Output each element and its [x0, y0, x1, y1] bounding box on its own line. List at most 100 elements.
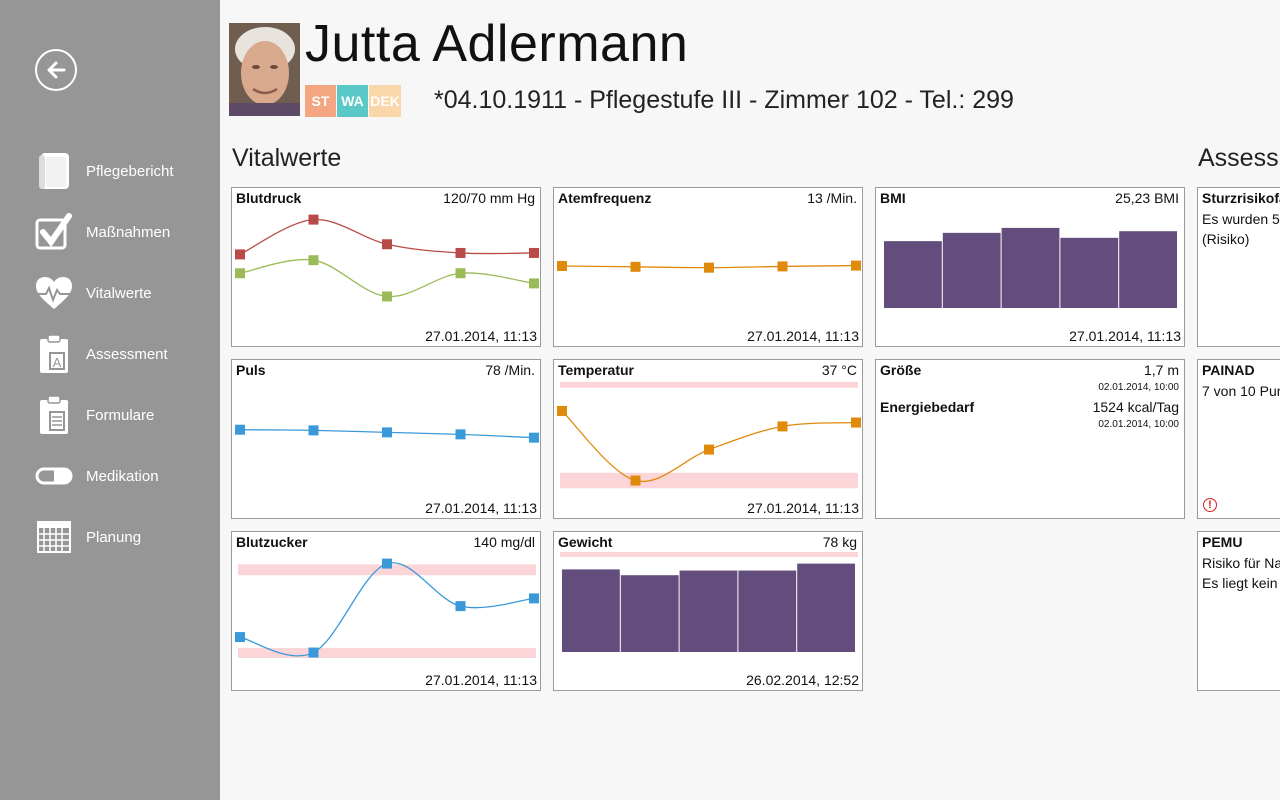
section-title-assessment: Assessment [1198, 144, 1280, 172]
sidebar: Pflegebericht Maßnahmen Vitalwerte A Ass… [0, 0, 220, 800]
tile-name: Atemfrequenz [558, 190, 652, 206]
data-bar [1119, 231, 1177, 308]
data-point [529, 432, 539, 443]
range-band [560, 381, 858, 388]
nav-item-pflegebericht[interactable]: Pflegebericht [34, 145, 220, 197]
patient-info: *04.10.1911 - Pflegestufe III - Zimmer 1… [434, 86, 1014, 114]
assessment-line: Es liegt kein [1202, 575, 1278, 591]
tag-wa[interactable]: WA [337, 85, 368, 117]
nav-label-medikation: Medikation [86, 467, 159, 485]
nav-item-assessment[interactable]: A Assessment [34, 328, 220, 380]
tile-value: 37 °C [821, 362, 857, 378]
data-point [455, 247, 466, 258]
range-band [238, 564, 536, 576]
tile-date: 27.01.2014, 11:13 [425, 328, 537, 344]
clipboard-form-icon [34, 393, 74, 437]
data-bar [1001, 227, 1060, 308]
nav-label-planung: Planung [86, 528, 142, 546]
tile-value: 25,23 BMI [1115, 190, 1179, 206]
data-point [455, 429, 466, 440]
data-point [630, 475, 641, 486]
data-point [382, 291, 392, 302]
nav-label-pflegebericht: Pflegebericht [86, 162, 174, 180]
back-arrow-icon [47, 61, 66, 79]
tile-name: Gewicht [558, 534, 613, 550]
tag-st[interactable]: ST [305, 85, 336, 117]
tag-dek[interactable]: DEK [369, 85, 401, 117]
nav-item-vitalwerte[interactable]: Vitalwerte [34, 267, 220, 319]
energie-date: 02.01.2014, 10:00 [1098, 419, 1179, 430]
data-bar [797, 563, 855, 652]
tile-puls[interactable]: Puls 78 /Min. 27.01.2014, 11:13 [231, 359, 541, 519]
tile-gewicht[interactable]: Gewicht 78 kg 26.02.2014, 12:52 [553, 531, 863, 691]
pill-icon [34, 454, 74, 498]
tile-date: 27.01.2014, 11:13 [425, 672, 537, 688]
tile-value: 120/70 mm Hg [443, 190, 535, 206]
chart-blutzucker [235, 558, 539, 658]
tile-value: 78 /Min. [485, 362, 535, 378]
assessment-line: 7 von 10 Pun [1202, 383, 1280, 399]
svg-text:A: A [53, 355, 62, 370]
tag-st-label: ST [311, 93, 330, 109]
data-point [235, 268, 245, 279]
calendar-icon [34, 515, 74, 559]
assessment-tile-painad[interactable]: PAINAD 7 von 10 Pun ! [1197, 359, 1280, 519]
nav-item-formulare[interactable]: Formulare [34, 389, 220, 441]
tag-dek-label: DEK [370, 93, 400, 109]
data-point [704, 262, 714, 273]
data-point [529, 593, 539, 604]
tile-value: 13 /Min. [807, 190, 857, 206]
assessment-text: Es wurden 5 (Risiko) [1202, 209, 1280, 249]
patient-avatar [229, 23, 300, 116]
tag-wa-label: WA [341, 93, 364, 109]
tile-groesse-energie[interactable]: Größe 1,7 m 02.01.2014, 10:00 Energiebed… [875, 359, 1185, 519]
data-point [630, 261, 641, 272]
chart-bmi [884, 227, 1177, 308]
data-bar [884, 241, 942, 308]
tile-bmi[interactable]: BMI 25,23 BMI 27.01.2014, 11:13 [875, 187, 1185, 347]
chart-atemfrequenz [557, 260, 861, 273]
series-line [239, 562, 535, 657]
nav-label-formulare: Formulare [86, 406, 155, 424]
tile-name: BMI [880, 190, 906, 206]
data-point [529, 278, 539, 289]
chart-gewicht [560, 552, 858, 652]
tile-atemfrequenz[interactable]: Atemfrequenz 13 /Min. 27.01.2014, 11:13 [553, 187, 863, 347]
tile-temperatur[interactable]: Temperatur 37 °C 27.01.2014, 11:13 [553, 359, 863, 519]
data-point [851, 417, 861, 428]
tile-date: 27.01.2014, 11:13 [747, 500, 859, 516]
groesse-label: Größe [880, 362, 922, 378]
data-bar [1060, 237, 1119, 308]
nav-item-massnahmen[interactable]: Maßnahmen [34, 206, 220, 258]
nav-label-assessment: Assessment [86, 345, 168, 363]
tile-blutzucker[interactable]: Blutzucker 140 mg/dl 27.01.2014, 11:13 [231, 531, 541, 691]
chart-puls [235, 424, 539, 443]
data-point [382, 558, 392, 569]
back-button[interactable] [35, 49, 77, 91]
nav-item-planung[interactable]: Planung [34, 511, 220, 563]
data-bar [620, 575, 679, 652]
data-point [308, 647, 319, 658]
tile-date: 27.01.2014, 11:13 [1069, 328, 1181, 344]
patient-header: Jutta Adlermann ST WA DEK *04.10.1911 - … [229, 15, 1280, 118]
tile-date: 26.02.2014, 12:52 [746, 672, 859, 688]
groesse-date: 02.01.2014, 10:00 [1098, 382, 1179, 393]
data-bar [738, 570, 797, 652]
warning-icon: ! [1203, 498, 1217, 512]
assessment-tile-pemu[interactable]: PEMU Risiko für Na Es liegt kein [1197, 531, 1280, 691]
data-point [777, 261, 788, 272]
tile-blutdruck[interactable]: Blutdruck 120/70 mm Hg 27.01.2014, 11:13 [231, 187, 541, 347]
data-point [704, 444, 714, 455]
checkmark-icon [34, 210, 74, 254]
assessment-tile-sturzrisiko[interactable]: Sturzrisikofa Es wurden 5 (Risiko) [1197, 187, 1280, 347]
energie-value: 1524 kcal/Tag [1092, 399, 1179, 415]
assessment-name: PAINAD [1202, 362, 1255, 378]
nav-item-medikation[interactable]: Medikation [34, 450, 220, 502]
assessment-text: 7 von 10 Pun [1202, 381, 1280, 401]
data-point [382, 427, 392, 438]
assessment-line: Es wurden 5 [1202, 211, 1280, 227]
tile-name: Blutzucker [236, 534, 308, 550]
assessment-name: PEMU [1202, 534, 1243, 550]
section-title-vitalwerte: Vitalwerte [232, 144, 342, 172]
series-line [239, 258, 535, 298]
